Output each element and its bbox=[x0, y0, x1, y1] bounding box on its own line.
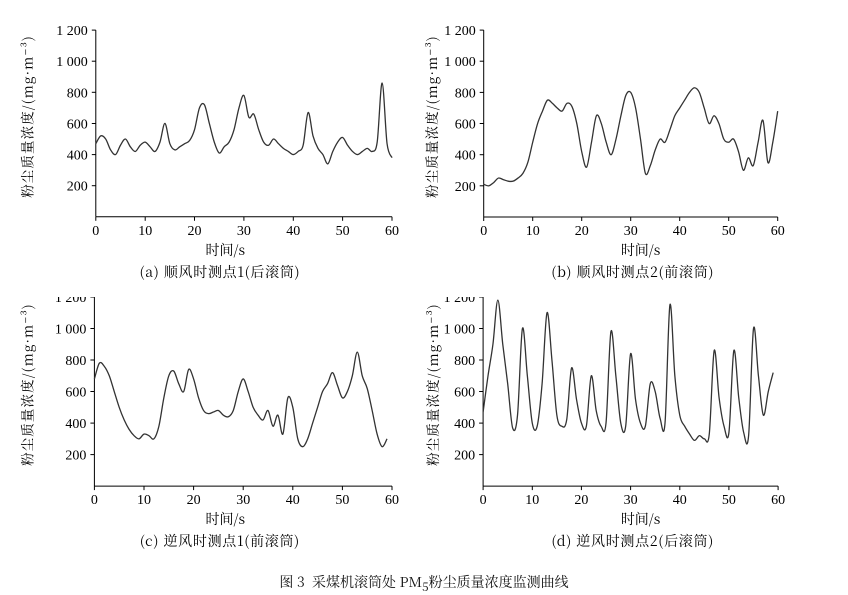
svg-text:40: 40 bbox=[673, 493, 687, 508]
svg-text:30: 30 bbox=[624, 224, 638, 239]
svg-text:50: 50 bbox=[336, 224, 350, 239]
svg-text:1 200: 1 200 bbox=[444, 297, 476, 306]
svg-text:10: 10 bbox=[525, 493, 539, 508]
svg-text:600: 600 bbox=[455, 118, 476, 133]
svg-text:10: 10 bbox=[138, 224, 152, 239]
svg-text:50: 50 bbox=[722, 224, 736, 239]
svg-text:800: 800 bbox=[67, 86, 88, 101]
svg-text:200: 200 bbox=[455, 180, 476, 195]
svg-text:时间/s: 时间/s bbox=[206, 509, 246, 529]
svg-text:(c) 逆风时测点1(前滚筒): (c) 逆风时测点1(前滚筒) bbox=[140, 531, 300, 551]
svg-text:10: 10 bbox=[526, 224, 540, 239]
svg-text:60: 60 bbox=[771, 224, 785, 239]
svg-text:400: 400 bbox=[455, 149, 476, 164]
svg-text:时间/s: 时间/s bbox=[621, 240, 661, 260]
svg-text:0: 0 bbox=[480, 224, 487, 239]
svg-text:30: 30 bbox=[236, 493, 250, 508]
svg-text:40: 40 bbox=[286, 224, 300, 239]
svg-text:600: 600 bbox=[65, 386, 86, 401]
svg-text:800: 800 bbox=[65, 354, 86, 369]
svg-text:400: 400 bbox=[67, 149, 88, 164]
svg-text:1 000: 1 000 bbox=[55, 323, 87, 338]
svg-text:200: 200 bbox=[65, 449, 86, 464]
svg-text:1 000: 1 000 bbox=[444, 323, 476, 338]
svg-text:200: 200 bbox=[67, 180, 88, 195]
svg-text:50: 50 bbox=[335, 493, 349, 508]
svg-text:60: 60 bbox=[771, 493, 785, 508]
svg-text:50: 50 bbox=[722, 493, 736, 508]
svg-text:粉尘质量浓度/(mg·m⁻³): 粉尘质量浓度/(mg·m⁻³) bbox=[17, 303, 37, 466]
svg-text:(a) 顺风时测点1(后滚筒): (a) 顺风时测点1(后滚筒) bbox=[139, 262, 300, 282]
svg-text:20: 20 bbox=[188, 224, 202, 239]
svg-text:400: 400 bbox=[65, 417, 86, 432]
svg-text:40: 40 bbox=[673, 224, 687, 239]
svg-text:时间/s: 时间/s bbox=[206, 240, 246, 260]
svg-text:30: 30 bbox=[624, 493, 638, 508]
svg-text:0: 0 bbox=[91, 493, 98, 508]
svg-text:200: 200 bbox=[454, 449, 475, 464]
svg-text:(b) 顺风时测点2(前滚筒): (b) 顺风时测点2(前滚筒) bbox=[551, 262, 714, 282]
svg-text:1 200: 1 200 bbox=[444, 24, 476, 39]
svg-text:40: 40 bbox=[286, 493, 300, 508]
svg-text:0: 0 bbox=[92, 224, 99, 239]
svg-text:1 200: 1 200 bbox=[55, 297, 87, 306]
svg-text:20: 20 bbox=[574, 493, 588, 508]
svg-text:粉尘质量浓度/(mg·m⁻³): 粉尘质量浓度/(mg·m⁻³) bbox=[17, 35, 37, 198]
svg-text:600: 600 bbox=[454, 386, 475, 401]
svg-text:60: 60 bbox=[385, 493, 399, 508]
svg-text:400: 400 bbox=[454, 417, 475, 432]
svg-text:20: 20 bbox=[575, 224, 589, 239]
svg-text:800: 800 bbox=[454, 354, 475, 369]
svg-text:60: 60 bbox=[385, 224, 399, 239]
svg-text:1 000: 1 000 bbox=[56, 55, 88, 70]
svg-text:20: 20 bbox=[187, 493, 201, 508]
svg-text:0: 0 bbox=[480, 493, 487, 508]
svg-text:粉尘质量浓度/(mg·m⁻³): 粉尘质量浓度/(mg·m⁻³) bbox=[424, 35, 441, 198]
svg-text:10: 10 bbox=[137, 493, 151, 508]
svg-text:30: 30 bbox=[237, 224, 251, 239]
svg-text:时间/s: 时间/s bbox=[621, 509, 661, 529]
svg-text:1 000: 1 000 bbox=[444, 55, 476, 70]
svg-text:800: 800 bbox=[455, 86, 476, 101]
svg-text:粉尘质量浓度/(mg·m⁻³): 粉尘质量浓度/(mg·m⁻³) bbox=[424, 303, 442, 466]
svg-text:1 200: 1 200 bbox=[56, 24, 88, 39]
svg-text:(d) 逆风时测点2(后滚筒): (d) 逆风时测点2(后滚筒) bbox=[551, 531, 714, 551]
svg-text:600: 600 bbox=[67, 117, 88, 132]
